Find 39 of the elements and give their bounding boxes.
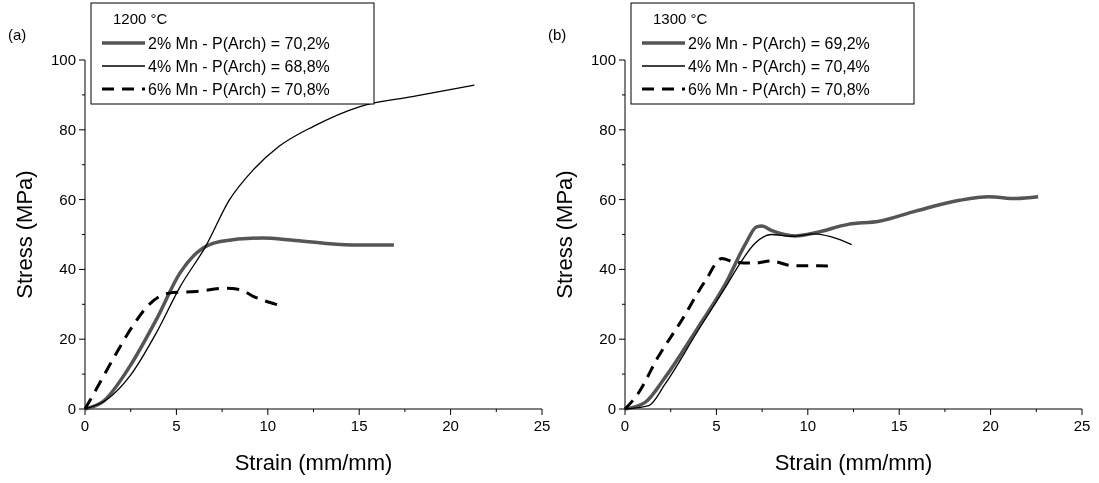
x-tick-label: 0 [80,417,90,434]
y-tick-label: 100 [50,51,76,68]
x-tick-label: 20 [982,417,999,434]
y-axis-title: Stress (MPa) [12,170,37,299]
y-tick-label: 60 [599,190,616,208]
y-axis-title: Stress (MPa) [552,170,577,299]
x-axis-title: Strain (mm/mm) [774,450,933,475]
text: (b) [548,26,567,43]
x-tick-label: 25 [1073,417,1091,434]
line-series [83,236,396,411]
legend-title: 1200 °C [113,10,168,27]
legend-label: 2% Mn - P(Arch) = 69,2% [688,35,870,52]
x-tick-label: 5 [712,417,721,434]
y-tick-label: 40 [599,260,616,278]
legend-label: 6% Mn - P(Arch) = 70,8% [148,81,330,98]
x-tick-label: 15 [350,417,368,434]
y-tick-label: 40 [59,260,76,278]
y-tick-label: 60 [59,190,76,208]
text: (a) [8,26,27,43]
legend-label: 4% Mn - P(Arch) = 70,4% [688,58,870,75]
x-tick-label: 15 [890,417,908,434]
x-tick-label: 20 [442,417,459,434]
x-tick-label: 0 [620,417,630,434]
y-tick-label: 0 [607,400,616,417]
y-tick-label: 20 [599,330,616,348]
legend-label: 6% Mn - P(Arch) = 70,8% [688,81,870,98]
legend-label: 4% Mn - P(Arch) = 68,8% [148,58,330,75]
y-tick-label: 20 [59,330,76,348]
x-tick-label: 5 [172,417,181,434]
legend-title: 1300 °C [653,10,708,27]
x-tick-label: 25 [533,417,551,434]
x-tick-label: 10 [799,417,817,434]
y-tick-label: 80 [59,120,76,138]
legend-label: 2% Mn - P(Arch) = 70,2% [148,35,330,52]
y-tick-label: 0 [67,400,76,417]
x-tick-label: 10 [259,417,277,434]
x-axis-title: Strain (mm/mm) [234,450,393,475]
y-tick-label: 80 [599,120,616,138]
y-tick-label: 100 [590,51,616,68]
